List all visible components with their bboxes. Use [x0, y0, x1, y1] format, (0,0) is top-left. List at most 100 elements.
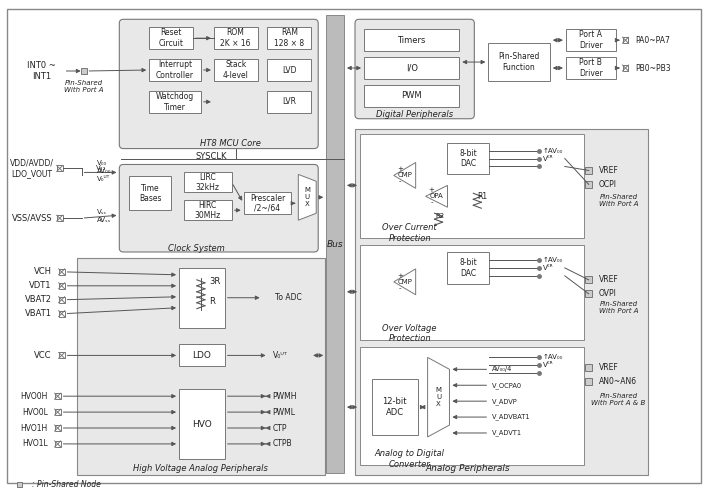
Text: V₀₀: V₀₀ [97, 160, 106, 166]
Text: V_ADVP: V_ADVP [492, 398, 518, 404]
Polygon shape [425, 186, 447, 207]
Bar [184, 172, 231, 193]
FancyBboxPatch shape [119, 164, 318, 252]
Bar [57, 215, 62, 221]
Text: Pin-Shared
With Port A & B: Pin-Shared With Port A & B [591, 392, 645, 406]
Bar [585, 181, 592, 188]
Text: HIRC
30MHz: HIRC 30MHz [195, 200, 221, 220]
Text: VREF: VREF [599, 363, 618, 372]
Text: Vₛₛ: Vₛₛ [97, 209, 106, 215]
Bar [585, 364, 592, 371]
Text: PWML: PWML [273, 408, 295, 416]
Bar [566, 29, 616, 51]
Text: 3R: 3R [209, 278, 220, 286]
Bar [364, 57, 459, 79]
Text: R1: R1 [477, 192, 488, 201]
Bar [364, 29, 459, 51]
Text: V₀ᵁᵀ: V₀ᵁᵀ [273, 351, 288, 360]
Text: Pin-Shared
Function: Pin-Shared Function [498, 52, 540, 72]
Text: VDT1: VDT1 [29, 282, 52, 290]
Bar [364, 85, 459, 107]
Bar [59, 296, 65, 302]
Text: V_ADVBAT1: V_ADVBAT1 [492, 414, 531, 420]
Text: VSS/AVSS: VSS/AVSS [11, 214, 52, 222]
Bar [80, 68, 87, 74]
Text: +: + [397, 166, 403, 172]
Bar [179, 344, 225, 366]
Text: Watchdog
Timer: Watchdog Timer [156, 92, 194, 112]
Bar [59, 269, 65, 275]
Text: V_ADVT1: V_ADVT1 [492, 430, 523, 436]
Text: VREF: VREF [599, 166, 618, 175]
Text: V₂₂: V₂₂ [96, 166, 106, 172]
Bar [55, 409, 60, 415]
Text: Timers: Timers [398, 36, 426, 44]
Bar [585, 276, 592, 283]
Text: Vᴷᴿ: Vᴷᴿ [543, 156, 554, 162]
Bar [623, 37, 628, 43]
Text: -: - [398, 285, 401, 291]
Text: VDD/AVDD/
LDO_VOUT: VDD/AVDD/ LDO_VOUT [10, 159, 54, 178]
Text: Prescaler
/2~/64: Prescaler /2~/64 [250, 194, 285, 213]
Text: AV₀₀: AV₀₀ [97, 168, 111, 174]
Polygon shape [427, 358, 449, 437]
Text: LDO: LDO [192, 351, 212, 360]
Text: V₀ᵁᵀ: V₀ᵁᵀ [97, 176, 109, 182]
Bar [59, 310, 65, 316]
Text: +: + [397, 273, 403, 279]
Bar [244, 192, 291, 214]
Polygon shape [394, 162, 415, 188]
Text: Over Current
Protection: Over Current Protection [383, 224, 437, 243]
Text: ROM
2K × 16: ROM 2K × 16 [220, 28, 251, 48]
Text: -: - [430, 200, 433, 205]
Text: VBAT1: VBAT1 [25, 309, 52, 318]
Bar [360, 134, 584, 238]
Bar [623, 65, 628, 71]
Text: Analog Peripherals: Analog Peripherals [425, 464, 510, 473]
Bar [17, 482, 22, 487]
Bar [360, 245, 584, 340]
Text: I/O: I/O [405, 64, 417, 72]
Text: Interrupt
Controller: Interrupt Controller [156, 60, 194, 80]
Bar [149, 91, 201, 113]
Text: Port A
Driver: Port A Driver [579, 30, 603, 50]
Text: V_OCPA0: V_OCPA0 [492, 382, 523, 388]
Text: OPA: OPA [430, 194, 444, 200]
Text: Pin-Shared
With Port A: Pin-Shared With Port A [599, 301, 638, 314]
Text: CMP: CMP [398, 279, 413, 285]
Text: 12-bit
ADC: 12-bit ADC [383, 398, 407, 417]
FancyBboxPatch shape [119, 20, 318, 148]
Bar [268, 91, 311, 113]
Text: High Voltage Analog Peripherals: High Voltage Analog Peripherals [133, 464, 268, 473]
Bar [179, 268, 225, 328]
Text: M
U
X: M U X [305, 188, 310, 208]
Text: Time
Bases: Time Bases [139, 184, 161, 203]
Text: Pin-Shared
With Port A: Pin-Shared With Port A [64, 80, 103, 94]
Text: 8-bit
DAC: 8-bit DAC [459, 258, 477, 278]
Text: -: - [398, 178, 401, 184]
Text: Over Voltage
Protection: Over Voltage Protection [383, 324, 437, 343]
Text: OCPI: OCPI [599, 180, 617, 189]
Bar [149, 59, 201, 81]
Text: SYSCLK: SYSCLK [195, 152, 226, 161]
Text: To ADC: To ADC [275, 293, 302, 302]
Text: INT0 ~
INT1: INT0 ~ INT1 [28, 62, 56, 80]
Text: CTP: CTP [273, 424, 287, 432]
Bar [149, 27, 193, 49]
Bar [585, 290, 592, 297]
Text: R: R [209, 297, 214, 306]
Text: Pin-Shared
With Port A: Pin-Shared With Port A [599, 194, 638, 207]
Text: 8-bit
DAC: 8-bit DAC [459, 149, 477, 168]
Bar [55, 425, 60, 431]
Text: VREF: VREF [599, 276, 618, 284]
Text: VCH: VCH [33, 268, 52, 276]
Text: ↑AV₀₀: ↑AV₀₀ [543, 148, 563, 154]
Bar [214, 27, 258, 49]
Text: Vᴷᴿ: Vᴷᴿ [543, 265, 554, 271]
Bar [59, 283, 65, 289]
Bar [447, 142, 489, 174]
Bar [184, 200, 231, 220]
Bar [59, 352, 65, 358]
Text: AVₛₛ: AVₛₛ [97, 217, 111, 223]
Text: Analog to Digital
Converter: Analog to Digital Converter [375, 449, 444, 468]
